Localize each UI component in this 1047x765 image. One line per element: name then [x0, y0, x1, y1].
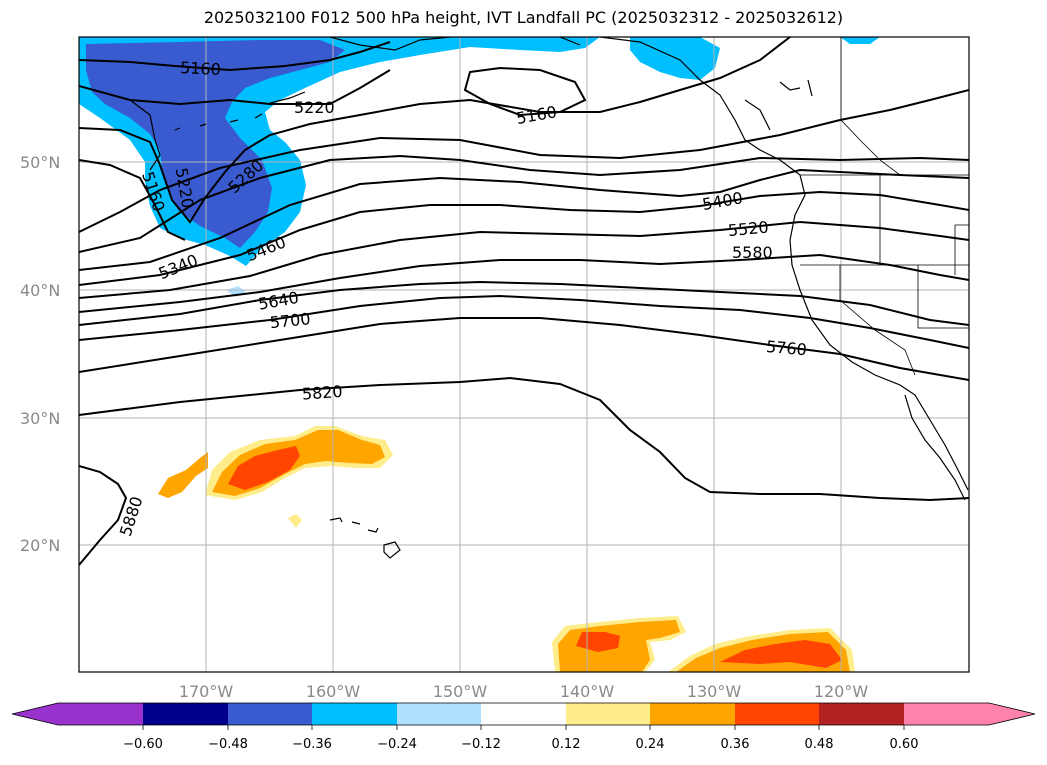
contour-5760 — [79, 317, 969, 381]
contour-label: 5220 — [294, 98, 335, 117]
contour-5460 — [79, 190, 969, 286]
lat-axis: 50°N 40°N 30°N 20°N — [20, 153, 60, 555]
lon-tick-label: 150°W — [433, 682, 488, 701]
contour-label: 5160 — [515, 102, 558, 128]
border-states-5 — [954, 224, 969, 275]
map-area: 5160 5220 5160 5160 5220 5280 5340 5460 … — [79, 37, 969, 672]
contour-5400 — [79, 168, 969, 271]
coast-bering — [129, 99, 161, 171]
lon-tick-label: 140°W — [560, 682, 615, 701]
colorbar-tick-label: 0.60 — [890, 737, 919, 752]
colorbar-tick-label: −0.12 — [461, 737, 501, 752]
colorbar-segment — [312, 703, 397, 725]
contour-5880 — [79, 465, 128, 566]
map-frame — [78, 36, 970, 673]
colorbar-tick-label: −0.36 — [292, 737, 332, 752]
contour-5280 — [79, 89, 969, 233]
contour-5160-low — [463, 66, 587, 117]
lat-tick-label: 40°N — [20, 281, 60, 300]
border-states-3 — [917, 265, 969, 329]
lon-tick-label: 130°W — [687, 682, 742, 701]
contour-5580 — [79, 253, 969, 313]
border-alaska-canada — [840, 37, 901, 176]
shade-neg-alaska-light — [840, 37, 880, 44]
coast-hawaii — [329, 517, 401, 559]
lon-tick-label: 160°W — [306, 682, 361, 701]
colorbar-tick-label: 0.24 — [636, 737, 665, 752]
contour-label: 5340 — [156, 250, 201, 283]
shade-pos-hawaii-dark — [228, 446, 300, 490]
colorbar-segment — [735, 703, 819, 725]
contour-5220 — [79, 69, 391, 106]
map-title: 2025032100 F012 500 hPa height, IVT Land… — [203, 8, 844, 27]
coastlines — [129, 37, 969, 559]
lat-tick-label: 30°N — [20, 409, 60, 428]
contour-label: 5700 — [269, 309, 311, 332]
colorbar-segment — [143, 703, 228, 725]
positive-shading — [158, 426, 855, 672]
contour-5340 — [79, 154, 969, 253]
lat-tick-label: 20°N — [20, 536, 60, 555]
contour-inner-5220 — [79, 159, 186, 241]
coast-canada-islands — [744, 79, 813, 131]
contour-5640 — [79, 280, 969, 326]
coast-alaska — [329, 37, 969, 491]
colorbar-segment — [228, 703, 312, 725]
colorbar-tick-label: −0.24 — [377, 737, 417, 752]
colorbar-extend-high — [989, 703, 1035, 725]
colorbar-tick-label: 0.12 — [552, 737, 581, 752]
contour-label: 5820 — [301, 382, 343, 404]
shade-neg-mid — [86, 40, 345, 248]
contour-5520 — [79, 220, 969, 299]
contour-label: 5760 — [765, 337, 807, 359]
contour-5700 — [79, 294, 969, 349]
colorbar-segment — [397, 703, 481, 725]
shade-pos-south2-dark — [720, 640, 842, 668]
colorbar-tick-label: −0.60 — [123, 737, 163, 752]
colorbar-segment — [650, 703, 735, 725]
coast-aleutians — [174, 91, 306, 131]
lat-tick-label: 50°N — [20, 153, 60, 172]
colorbar-segment — [566, 703, 650, 725]
shade-pos-dot — [288, 514, 302, 528]
colorbar-segment — [58, 703, 143, 725]
colorbar: −0.60 −0.48 −0.36 −0.24 −0.12 0.12 0.24 … — [11, 702, 1036, 752]
lon-axis: 170°W 160°W 150°W 140°W 130°W 120°W — [179, 682, 869, 701]
colorbar-segment — [819, 703, 904, 725]
contour-label: 5520 — [727, 218, 769, 240]
border-states-4 — [839, 265, 916, 376]
contour-label: 5880 — [116, 494, 147, 539]
contour-5160-north — [79, 41, 391, 72]
graticule — [79, 37, 969, 672]
contour-label: 5580 — [732, 243, 773, 262]
lon-tick-label: 170°W — [179, 682, 234, 701]
colorbar-segment — [481, 703, 566, 725]
colorbar-ticks — [142, 725, 905, 730]
lon-tick-label: 120°W — [814, 682, 869, 701]
contour-5280-arc — [79, 37, 791, 224]
contour-5820 — [79, 376, 969, 502]
colorbar-tick-label: −0.48 — [208, 737, 248, 752]
colorbar-segment — [904, 703, 989, 725]
coast-baja — [904, 394, 966, 501]
contour-label: 5400 — [701, 188, 744, 214]
colorbar-tick-label: 0.48 — [805, 737, 834, 752]
shade-pos-west — [158, 452, 208, 498]
colorbar-extend-low — [12, 703, 58, 725]
contour-label: 5160 — [180, 58, 222, 79]
colorbar-tick-label: 0.36 — [721, 737, 750, 752]
height-contours — [79, 37, 969, 566]
colorbar-outline — [11, 702, 1036, 726]
